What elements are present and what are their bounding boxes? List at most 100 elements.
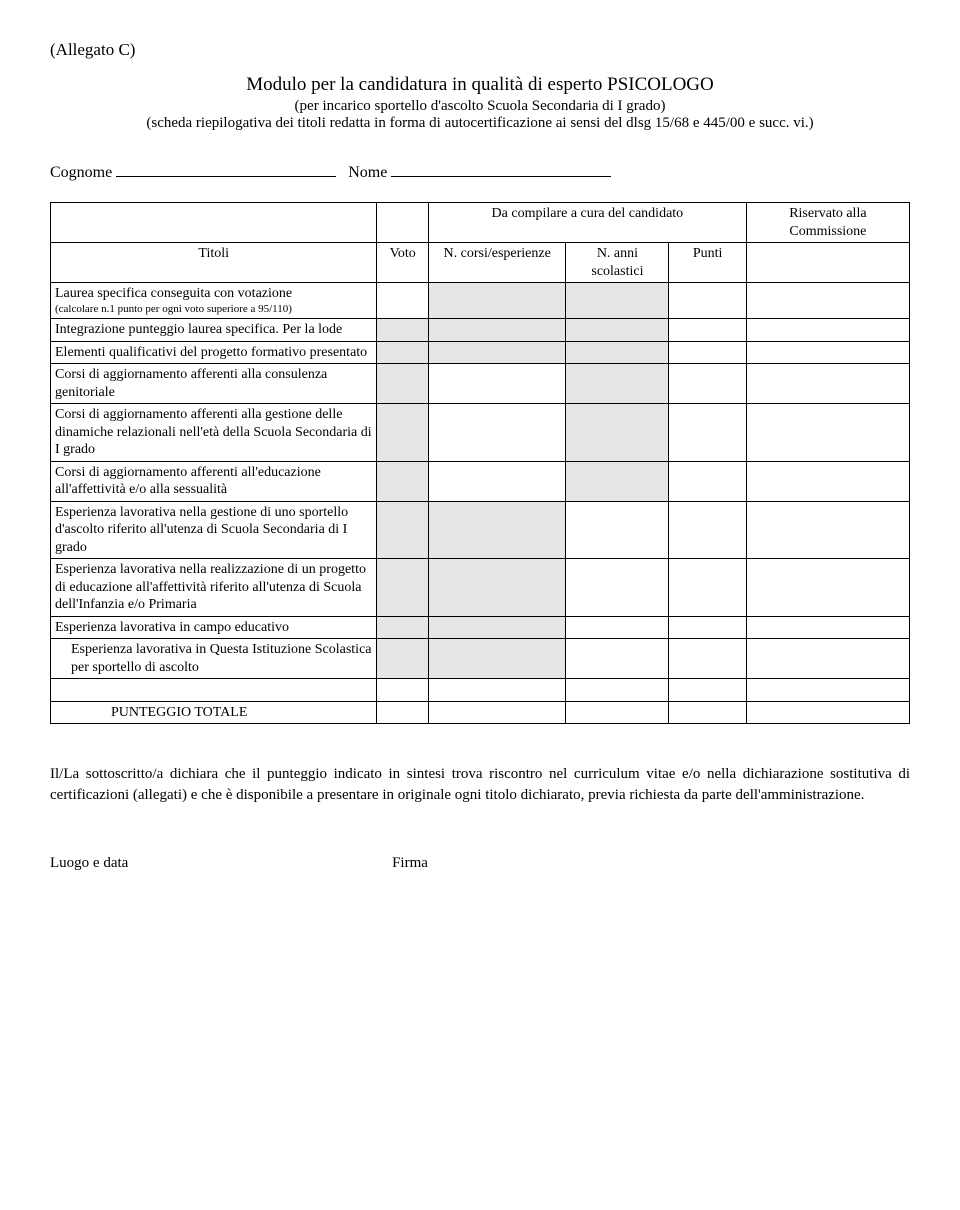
page-title: Modulo per la candidatura in qualità di … (50, 74, 910, 96)
spacer-anni (566, 679, 669, 702)
cell-corsi[interactable] (428, 639, 565, 679)
row-label: Corsi di aggiornamento afferenti all'edu… (51, 461, 377, 501)
cell-punti[interactable] (669, 559, 746, 617)
cell-corsi[interactable] (428, 283, 565, 319)
cell-corsi[interactable] (428, 404, 565, 462)
cell-corsi[interactable] (428, 341, 565, 364)
cell-riserv (746, 461, 909, 501)
cell-corsi[interactable] (428, 501, 565, 559)
cell-punti[interactable] (669, 501, 746, 559)
cell-voto[interactable] (377, 616, 429, 639)
pt-anni (566, 701, 669, 724)
hdr-titoli: Titoli (51, 243, 377, 283)
pt-riserv (746, 701, 909, 724)
cell-punti[interactable] (669, 364, 746, 404)
cell-voto[interactable] (377, 364, 429, 404)
table-row: Corsi di aggiornamento afferenti alla co… (51, 364, 910, 404)
cell-anni[interactable] (566, 404, 669, 462)
name-fields-row: Cognome Nome (50, 162, 910, 182)
hdr-corsi: N. corsi/esperienze (428, 243, 565, 283)
hdr-da-compilare: Da compilare a cura del candidato (428, 203, 746, 243)
row-label: Esperienza lavorativa in Questa Istituzi… (51, 639, 377, 679)
cell-corsi[interactable] (428, 364, 565, 404)
spacer-row (51, 679, 910, 702)
cell-riserv (746, 319, 909, 342)
row-label: Laurea specifica conseguita con votazion… (51, 283, 377, 319)
cell-voto[interactable] (377, 404, 429, 462)
nome-label: Nome (348, 164, 387, 181)
punteggio-totale-label: PUNTEGGIO TOTALE (51, 701, 377, 724)
subtitle-1: (per incarico sportello d'ascolto Scuola… (50, 98, 910, 115)
pt-corsi (428, 701, 565, 724)
table-row: Esperienza lavorativa nella realizzazion… (51, 559, 910, 617)
nome-input-line[interactable] (391, 162, 611, 177)
spacer-voto (377, 679, 429, 702)
cell-corsi[interactable] (428, 461, 565, 501)
hdr-punti: Punti (669, 243, 746, 283)
table-row: Corsi di aggiornamento afferenti alla ge… (51, 404, 910, 462)
spacer-punti (669, 679, 746, 702)
cell-voto[interactable] (377, 501, 429, 559)
cell-voto[interactable] (377, 559, 429, 617)
table-header-cols: Titoli Voto N. corsi/esperienze N. anni … (51, 243, 910, 283)
hdr-riservato: Riservato alla Commissione (746, 203, 909, 243)
cell-voto[interactable] (377, 461, 429, 501)
hdr-riserv-blank (746, 243, 909, 283)
row-label: Corsi di aggiornamento afferenti alla ge… (51, 404, 377, 462)
cognome-input-line[interactable] (116, 162, 336, 177)
table-row: Elementi qualificativi del progetto form… (51, 341, 910, 364)
cell-riserv (746, 559, 909, 617)
cell-anni[interactable] (566, 559, 669, 617)
hdr-blank-2 (377, 203, 429, 243)
cell-voto[interactable] (377, 341, 429, 364)
table-row: Esperienza lavorativa nella gestione di … (51, 501, 910, 559)
luogo-data-label: Luogo e data (50, 855, 128, 871)
cell-riserv (746, 639, 909, 679)
cell-punti[interactable] (669, 283, 746, 319)
cell-punti[interactable] (669, 616, 746, 639)
table-row: Laurea specifica conseguita con votazion… (51, 283, 910, 319)
firma-label: Firma (392, 855, 428, 872)
cell-anni[interactable] (566, 319, 669, 342)
cell-voto[interactable] (377, 319, 429, 342)
cell-punti[interactable] (669, 404, 746, 462)
hdr-anni: N. anni scolastici (566, 243, 669, 283)
row-label: Integrazione punteggio laurea specifica.… (51, 319, 377, 342)
cell-anni[interactable] (566, 461, 669, 501)
cell-riserv (746, 616, 909, 639)
cell-corsi[interactable] (428, 319, 565, 342)
cell-anni[interactable] (566, 341, 669, 364)
punteggio-totale-row: PUNTEGGIO TOTALE (51, 701, 910, 724)
cell-punti[interactable] (669, 461, 746, 501)
signature-row: Luogo e data Firma (50, 855, 910, 872)
cell-riserv (746, 341, 909, 364)
row-label: Elementi qualificativi del progetto form… (51, 341, 377, 364)
table-row: Integrazione punteggio laurea specifica.… (51, 319, 910, 342)
cell-voto[interactable] (377, 639, 429, 679)
pt-punti[interactable] (669, 701, 746, 724)
cell-corsi[interactable] (428, 559, 565, 617)
row-label: Esperienza lavorativa nella gestione di … (51, 501, 377, 559)
spacer-titoli (51, 679, 377, 702)
cell-anni[interactable] (566, 364, 669, 404)
cell-punti[interactable] (669, 639, 746, 679)
cell-punti[interactable] (669, 319, 746, 342)
row-label: Esperienza lavorativa in campo educativo (51, 616, 377, 639)
pt-voto (377, 701, 429, 724)
cell-punti[interactable] (669, 341, 746, 364)
spacer-corsi (428, 679, 565, 702)
cell-anni[interactable] (566, 616, 669, 639)
row-label: Esperienza lavorativa nella realizzazion… (51, 559, 377, 617)
cell-riserv (746, 501, 909, 559)
cell-voto[interactable] (377, 283, 429, 319)
cell-corsi[interactable] (428, 616, 565, 639)
hdr-voto: Voto (377, 243, 429, 283)
row-label: Corsi di aggiornamento afferenti alla co… (51, 364, 377, 404)
table-header-top: Da compilare a cura del candidato Riserv… (51, 203, 910, 243)
allegato-label: (Allegato C) (50, 40, 910, 60)
row-note: (calcolare n.1 punto per ogni voto super… (55, 303, 372, 317)
cell-anni[interactable] (566, 501, 669, 559)
cell-anni[interactable] (566, 639, 669, 679)
table-row: Corsi di aggiornamento afferenti all'edu… (51, 461, 910, 501)
cell-anni[interactable] (566, 283, 669, 319)
